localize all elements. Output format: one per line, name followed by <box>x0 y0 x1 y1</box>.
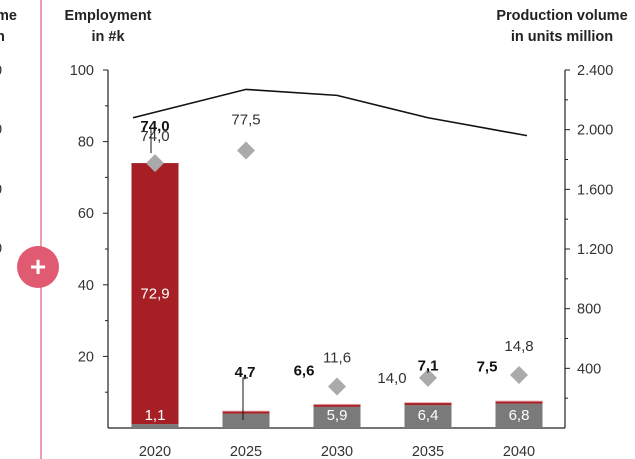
right-axis-tick-label: 800 <box>577 302 601 318</box>
left-axis-tick-label: 20 <box>78 349 94 365</box>
right-axis-tick-label: 400 <box>577 361 601 377</box>
left-panel-tick: 0 <box>0 182 2 198</box>
total-value-label: 7,1 <box>418 358 439 375</box>
bar-segment-top <box>222 411 270 414</box>
x-axis-category-label: 2040 <box>503 444 535 459</box>
x-axis-category-label: 2020 <box>139 444 171 459</box>
left-axis-title-line1: Employment <box>64 8 151 24</box>
total-value-label: 4,7 <box>235 364 256 381</box>
diamond-value-label: 14,8 <box>504 338 533 355</box>
left-axis-title-line2: in #k <box>91 29 125 45</box>
bar-segment-bottom <box>313 406 361 428</box>
right-axis-tick-label: 2.000 <box>577 123 613 139</box>
axes: 100 80 60 40 20 2.400 2.000 1.600 1.200 800 400 <box>70 63 613 429</box>
bar-segment-bottom <box>404 405 452 428</box>
x-axis-category-label: 2025 <box>230 444 262 459</box>
bar-segment-bottom <box>495 403 543 428</box>
add-button[interactable]: + <box>17 246 59 288</box>
bar-segment-top <box>131 163 179 425</box>
diamond-marker <box>328 377 346 396</box>
left-axis-tick-label: 80 <box>78 135 94 151</box>
left-axis-tick-label: 60 <box>78 206 94 222</box>
diamond-marker <box>510 366 528 385</box>
bar-segment-top <box>495 401 543 404</box>
diamond-value-label: 74,0 <box>140 128 169 145</box>
bar-top-value-label: 72,9 <box>140 286 169 303</box>
left-panel: me n 0 0 0 0 <box>0 0 42 459</box>
bar-bottom-value-label: 5,9 <box>327 407 348 424</box>
total-leader-line <box>242 377 248 420</box>
bar-bottom-value-label: 6,8 <box>509 407 530 424</box>
left-panel-title-line2: n <box>0 29 5 45</box>
marks <box>132 88 528 420</box>
left-axis-tick-label: 100 <box>70 63 94 79</box>
labels: 2020 2025 2030 2035 2040 1,1 5,9 6,4 6,8 72,9 74,0… <box>139 112 535 459</box>
bar-segment-top <box>313 404 361 407</box>
bar-segment-bottom <box>222 413 270 428</box>
x-axis-category-label: 2030 <box>321 444 353 459</box>
diamond-marker <box>146 154 164 173</box>
total-value-label: 7,5 <box>477 359 498 376</box>
diamond-marker <box>237 141 255 160</box>
right-axis-tick-label: 2.400 <box>577 63 613 79</box>
bar-segment-top <box>404 402 452 406</box>
left-panel-tick: 0 <box>0 122 2 138</box>
right-axis-tick-label: 1.600 <box>577 182 613 198</box>
bars <box>131 163 543 428</box>
right-axis-tick-label: 1.200 <box>577 242 613 258</box>
total-value-label: 6,6 <box>294 362 315 379</box>
right-axis-title-line1: Production volume <box>496 8 627 24</box>
bar-bottom-value-label: 6,4 <box>418 407 439 424</box>
left-axis-tick-label: 40 <box>78 278 94 294</box>
production-volume-line <box>132 88 528 137</box>
x-axis-category-label: 2035 <box>412 444 444 459</box>
bar-bottom-value-label: 1,1 <box>145 407 166 424</box>
diamond-value-label: 77,5 <box>231 112 260 129</box>
left-panel-tick: 0 <box>0 241 2 257</box>
right-axis-title-line2: in units million <box>511 29 613 45</box>
total-value-label: 74,0 <box>140 118 169 135</box>
diamond-value-label: 11,6 <box>323 349 351 366</box>
left-panel-title-line1: me <box>0 8 17 24</box>
add-button-circle[interactable] <box>17 246 59 288</box>
diamond-value-label: 14,0 <box>377 370 406 387</box>
left-panel-tick: 0 <box>0 63 2 79</box>
bar-segment-bottom <box>131 424 179 428</box>
diamond-marker <box>419 368 437 387</box>
plus-icon[interactable]: + <box>30 251 46 282</box>
